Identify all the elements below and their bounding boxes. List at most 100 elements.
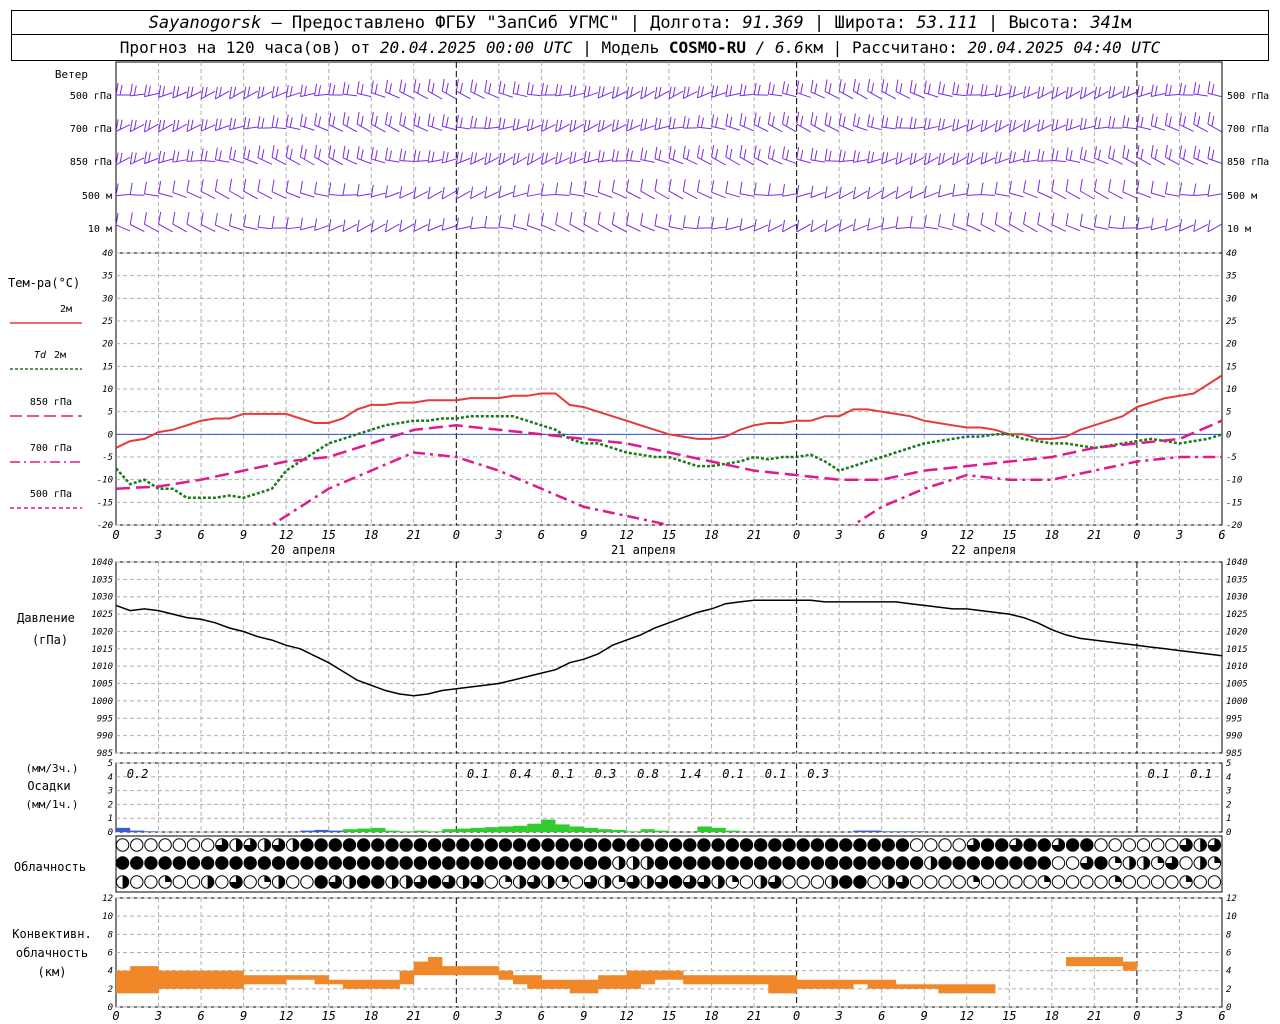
cloud-symbol — [739, 856, 754, 870]
wind-barb-shaft — [555, 157, 570, 165]
wind-barb-flag — [927, 118, 931, 129]
wind-barb-flag — [360, 84, 364, 95]
wind-barb-shaft — [427, 125, 443, 131]
cloud-symbol — [583, 838, 598, 852]
wind-barb-shaft — [839, 190, 854, 200]
wind-barb-flag — [200, 212, 204, 225]
cloud-symbol-fill — [278, 875, 285, 889]
wind-barb-flag — [640, 213, 644, 226]
wind-barb-shaft — [569, 193, 584, 197]
wind-barb-flag — [275, 149, 279, 160]
wind-barb-flag — [143, 212, 147, 225]
wind-barb-flag — [470, 216, 474, 229]
wind-barb-flag — [1193, 81, 1197, 95]
pres-tick-left: 985 — [97, 749, 113, 759]
temp-tick-right: 20 — [1226, 340, 1237, 350]
wind-barb-flag — [672, 149, 676, 160]
conv-hour-label: 3 — [154, 1009, 162, 1023]
wind-barb-flag — [1037, 119, 1041, 132]
wind-barb-shaft — [598, 191, 613, 199]
wind-barb-shaft — [300, 125, 315, 131]
wind-barb-flag — [1154, 116, 1158, 127]
wind-barb-flag — [346, 116, 350, 127]
wind-barb-flag — [1012, 119, 1016, 131]
prec-3h-sum: 0.2 — [127, 767, 149, 781]
cloud-symbol — [243, 875, 257, 889]
wind-barb-flag — [214, 147, 218, 160]
temp-hour-label: 15 — [1002, 528, 1016, 542]
cloud-symbol — [924, 838, 938, 852]
wind-barb-flag — [1136, 85, 1140, 98]
wind-barb-flag — [640, 86, 644, 100]
wind-barb-flag — [569, 84, 573, 97]
wind-barb-shaft — [853, 224, 868, 232]
wind-barb-flag — [147, 119, 151, 131]
wind-barb-flag — [544, 152, 548, 163]
wind-barb-shaft — [980, 223, 996, 233]
wind-barb-flag — [544, 84, 548, 96]
wind-barb-shaft — [994, 223, 1010, 233]
wind-barb-flag — [403, 116, 407, 127]
wind-barb-flag — [810, 79, 814, 93]
conv-hour-label: 6 — [878, 1009, 885, 1023]
wind-barb-flag — [172, 180, 176, 193]
wind-barb-flag — [1008, 150, 1012, 163]
wind-level-label-right: 500 м — [1227, 191, 1257, 202]
wind-barb-flag — [927, 152, 931, 164]
pres-tick-right: 1025 — [1226, 610, 1248, 620]
temp-hour-label: 6 — [197, 528, 204, 542]
wind-barb-flag — [1065, 118, 1069, 131]
temp-legend-label: 2м — [60, 304, 72, 315]
wind-barb-flag — [881, 217, 885, 230]
wind-barb-shaft — [172, 123, 188, 133]
prec-title: Осадки — [27, 779, 70, 793]
wind-barb-flag — [399, 148, 403, 161]
cloud-symbol — [739, 838, 754, 852]
wind-barb-flag — [786, 149, 790, 160]
wind-barb-flag — [757, 84, 761, 96]
wind-barb-shaft — [186, 223, 202, 233]
wind-barb-flag — [1055, 119, 1059, 130]
wind-barb-flag — [162, 119, 166, 131]
precip-bar — [399, 831, 414, 832]
wind-barb-flag — [909, 215, 913, 228]
wind-barb-shaft — [711, 92, 726, 98]
conv-cloud-bar — [229, 970, 244, 989]
cloud-symbol — [782, 856, 796, 870]
wind-barb-flag — [342, 145, 346, 158]
wind-barb-flag — [129, 83, 133, 96]
wind-barb-flag — [243, 116, 247, 130]
wind-barb-shaft — [399, 160, 414, 162]
wind-barb-shaft — [144, 157, 159, 165]
cloud-symbol — [498, 856, 513, 870]
wind-barb-flag — [247, 149, 251, 160]
conv-cloud-bar — [1094, 957, 1109, 967]
conv-hour-label: 21 — [747, 1009, 761, 1023]
wind-barb-flag — [899, 83, 903, 94]
wind-barb-flag — [881, 115, 885, 128]
cloud-symbol — [371, 838, 385, 852]
wind-barb-shaft — [399, 223, 414, 233]
temp-legend-label: 850 гПа — [30, 397, 72, 408]
wind-barb-flag — [569, 151, 573, 164]
wind-barb-shaft — [1165, 93, 1180, 97]
wind-barb-flag — [1108, 145, 1112, 158]
pres-tick-right: 1035 — [1226, 575, 1248, 585]
wind-barb-flag — [474, 83, 478, 94]
wind-barb-flag — [1055, 86, 1059, 98]
cloud-symbol — [683, 856, 697, 870]
temp-legend-italic: Td — [34, 350, 47, 361]
wind-barb-flag — [856, 82, 860, 94]
wind-barb-shaft — [116, 193, 131, 197]
wind-barb-shaft — [1108, 157, 1123, 165]
pressure-line — [115, 599, 1223, 697]
wind-barb-shaft — [640, 125, 655, 131]
wind-barb-shaft — [399, 124, 414, 132]
cloud-symbol — [328, 856, 342, 870]
wind-barb-shaft — [739, 124, 755, 132]
wind-barb-flag — [512, 214, 516, 227]
wind-barb-shaft — [583, 223, 599, 233]
wind-barb-flag — [852, 218, 856, 231]
wind-barb-shaft — [1051, 190, 1067, 200]
wind-barb-shaft — [909, 191, 925, 199]
